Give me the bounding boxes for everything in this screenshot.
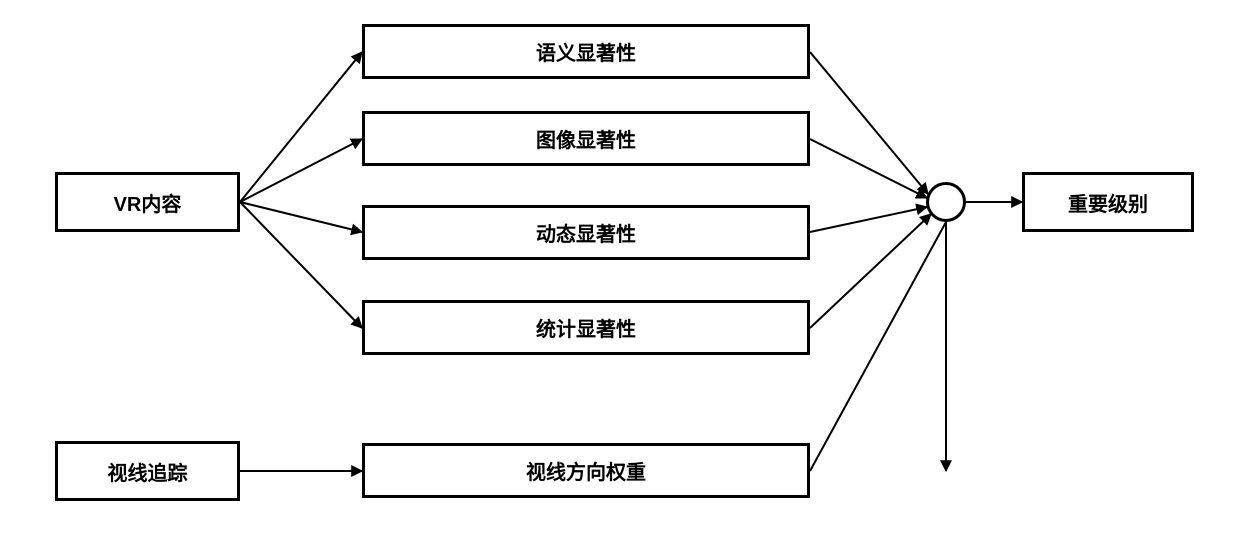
node-gaze-tracking: 视线追踪 xyxy=(55,441,240,501)
node-label: 统计显著性 xyxy=(536,313,636,342)
junction-circle xyxy=(926,182,966,222)
node-label: 图像显著性 xyxy=(536,124,636,153)
node-image-saliency: 图像显著性 xyxy=(362,111,810,166)
node-label: 重要级别 xyxy=(1068,188,1148,217)
node-label: 语义显著性 xyxy=(536,37,636,66)
node-statistical-saliency: 统计显著性 xyxy=(362,300,810,355)
node-vr-content: VR内容 xyxy=(55,172,240,232)
node-label: 视线追踪 xyxy=(108,457,188,486)
node-gaze-direction-weight: 视线方向权重 xyxy=(362,443,810,498)
node-label: 动态显著性 xyxy=(536,218,636,247)
node-label: VR内容 xyxy=(114,188,182,217)
node-dynamic-saliency: 动态显著性 xyxy=(362,205,810,260)
node-label: 视线方向权重 xyxy=(526,456,646,485)
node-semantic-saliency: 语义显著性 xyxy=(362,24,810,79)
node-importance-level: 重要级别 xyxy=(1022,172,1194,232)
diagram-canvas: VR内容 语义显著性 图像显著性 动态显著性 统计显著性 视线追踪 视线方向权重… xyxy=(0,0,1240,557)
